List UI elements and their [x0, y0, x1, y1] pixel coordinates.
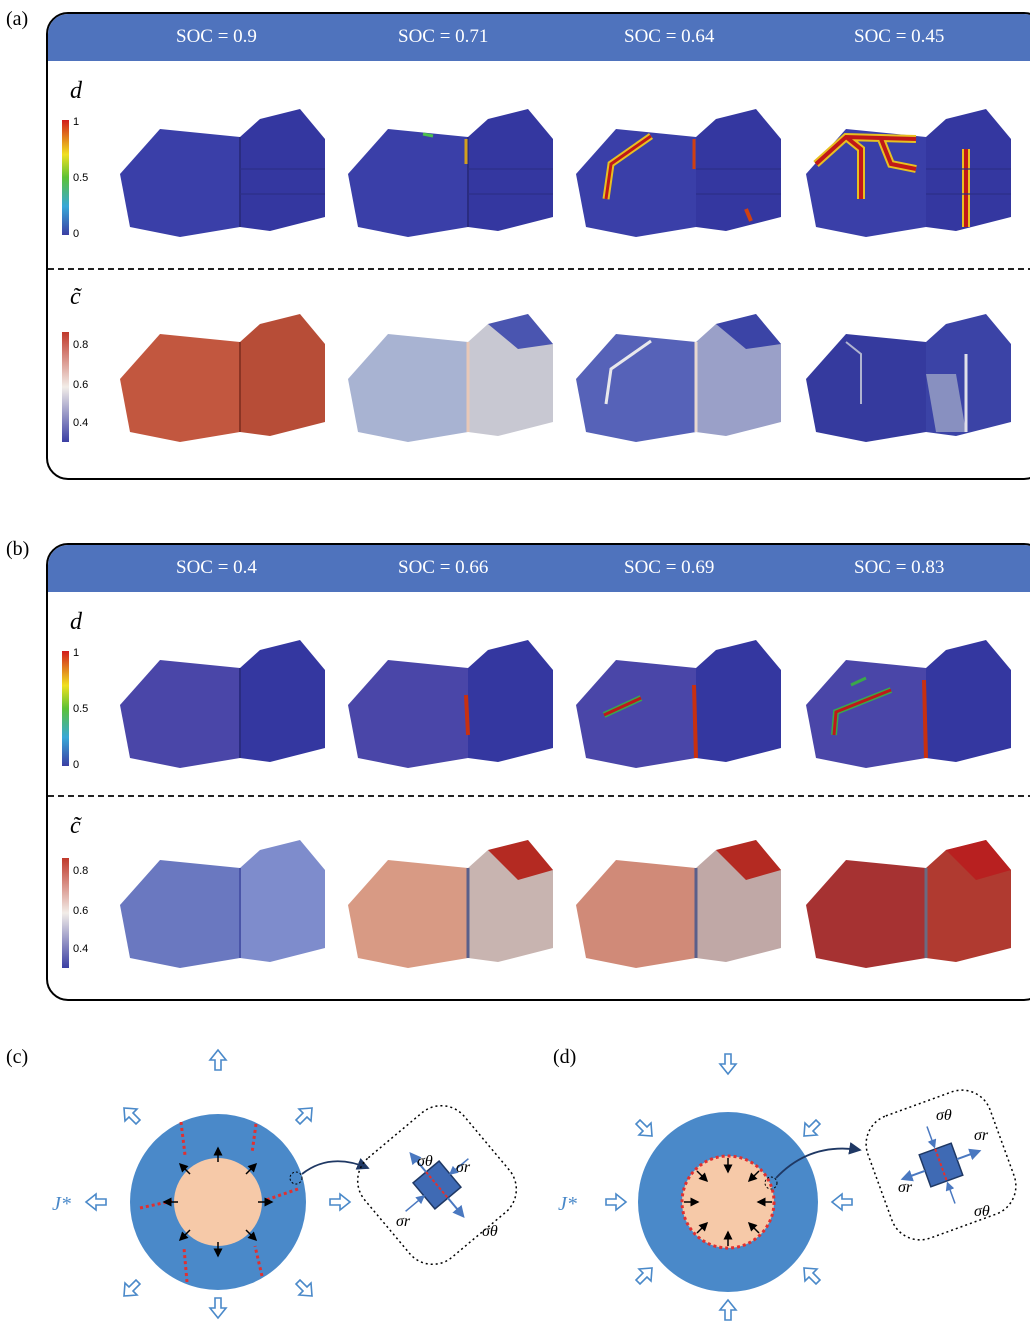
- particle-b2-conc: [348, 840, 553, 968]
- zoom-arrow-d: [775, 1142, 862, 1179]
- stress-r-d: σr: [974, 1127, 989, 1144]
- particle-b4-conc: [806, 840, 1011, 968]
- conc-tick-a-06: 0.6: [73, 379, 88, 391]
- soc-label-b2: SOC = 0.66: [398, 557, 489, 578]
- core-c: [174, 1158, 262, 1246]
- conc-row-a: 0.8 0.6 0.4: [62, 314, 1011, 442]
- damage-row-a: 1 0.5 0: [62, 109, 1011, 240]
- soc-label-a3: SOC = 0.64: [624, 26, 715, 47]
- panel-a-frame: SOC = 0.9 SOC = 0.71 SOC = 0.64 SOC = 0.…: [46, 12, 1030, 480]
- particle-a2-damage: [348, 109, 553, 237]
- damage-colorbar-b: [62, 651, 69, 766]
- particle-b4-damage: [806, 640, 1011, 768]
- particle-a4-conc: [806, 314, 1011, 442]
- damage-tick-a-05: 0.5: [73, 172, 88, 184]
- soc-label-a4: SOC = 0.45: [854, 26, 945, 47]
- panel-d-diagram: J* σθ σr σr σθ: [558, 1053, 1017, 1321]
- soc-label-a2: SOC = 0.71: [398, 26, 489, 47]
- particle-b3-damage: [576, 640, 781, 768]
- zoom-box-d: [865, 1089, 1017, 1241]
- stress-r2-d: σr: [898, 1179, 913, 1196]
- conc-colorbar-a: [62, 332, 69, 442]
- damage-label-a: d: [70, 78, 82, 104]
- conc-row-b: 0.8 0.6 0.4: [62, 840, 1011, 968]
- flux-label-d: J*: [558, 1193, 577, 1215]
- schematic-cd: J* σθ σr σr σθ: [52, 1048, 1017, 1321]
- damage-tick-b-05: 0.5: [73, 703, 88, 715]
- stress-theta2-c: σθ: [482, 1223, 498, 1240]
- core-arrows-c: [162, 1146, 274, 1258]
- conc-tick-a-04: 0.4: [73, 417, 88, 429]
- core-arrows-d: [684, 1158, 772, 1246]
- stress-theta-c: σθ: [417, 1153, 433, 1170]
- soc-label-a1: SOC = 0.9: [176, 26, 257, 47]
- stress-r-c: σr: [456, 1159, 471, 1176]
- particle-b1-damage: [120, 640, 325, 768]
- particle-b1-conc: [120, 840, 325, 968]
- conc-tick-b-04: 0.4: [73, 943, 88, 955]
- particle-a4-damage: [806, 109, 1011, 237]
- panel-a-divider: [48, 268, 1030, 270]
- outward-flux-arrows-c: [84, 1048, 352, 1320]
- panel-a-soc-header: SOC = 0.9 SOC = 0.71 SOC = 0.64 SOC = 0.…: [48, 14, 1030, 61]
- panel-c-diagram: J* σθ σr σr σθ: [52, 1048, 518, 1320]
- zoom-arrow-c: [301, 1158, 370, 1175]
- particle-a3-conc: [576, 314, 781, 442]
- element-c: [405, 1152, 469, 1218]
- zoom-marker-c: [289, 1171, 303, 1185]
- soc-label-b3: SOC = 0.69: [624, 557, 715, 578]
- particle-a2-conc: [348, 314, 553, 442]
- panel-d-letter: (d): [553, 1046, 577, 1068]
- stress-theta2-d: σθ: [974, 1203, 990, 1220]
- damage-row-b: 1 0.5 0: [62, 640, 1011, 771]
- conc-tick-b-08: 0.8: [73, 865, 88, 877]
- conc-label-b: c̃: [70, 813, 81, 839]
- conc-label-a: c̃: [70, 284, 81, 310]
- zoom-marker-d: [764, 1176, 778, 1190]
- soc-label-b4: SOC = 0.83: [854, 557, 945, 578]
- damage-tick-b-0: 0: [73, 759, 79, 771]
- soc-label-b1: SOC = 0.4: [176, 557, 257, 578]
- conc-tick-b-06: 0.6: [73, 905, 88, 917]
- particle-a1-damage: [120, 109, 325, 237]
- flux-label-c: J*: [52, 1193, 71, 1215]
- particle-a1-conc: [120, 314, 325, 442]
- damage-tick-a-0: 0: [73, 228, 79, 240]
- damage-tick-a-1: 1: [73, 116, 79, 128]
- panel-b-letter: (b): [6, 538, 30, 560]
- panel-a-letter: (a): [6, 8, 29, 30]
- stress-theta-d: σθ: [936, 1107, 952, 1124]
- particle-b3-conc: [576, 840, 781, 968]
- particle-b2-damage: [348, 640, 553, 768]
- damage-tick-b-1: 1: [73, 647, 79, 659]
- damage-colorbar-a: [62, 120, 69, 235]
- conc-colorbar-b: [62, 858, 69, 968]
- cracks-c: [139, 1121, 299, 1283]
- damage-label-b: d: [70, 609, 82, 635]
- element-d: [900, 1126, 982, 1204]
- stress-r2-c: σr: [396, 1213, 411, 1230]
- panel-b-frame: SOC = 0.4 SOC = 0.66 SOC = 0.69 SOC = 0.…: [46, 543, 1030, 1001]
- inward-flux-arrows-d: [605, 1053, 853, 1321]
- particle-a3-damage: [576, 109, 781, 237]
- panel-b-soc-header: SOC = 0.4 SOC = 0.66 SOC = 0.69 SOC = 0.…: [48, 545, 1030, 592]
- conc-tick-a-08: 0.8: [73, 339, 88, 351]
- panel-c-letter: (c): [6, 1046, 29, 1068]
- panel-b-divider: [48, 795, 1030, 797]
